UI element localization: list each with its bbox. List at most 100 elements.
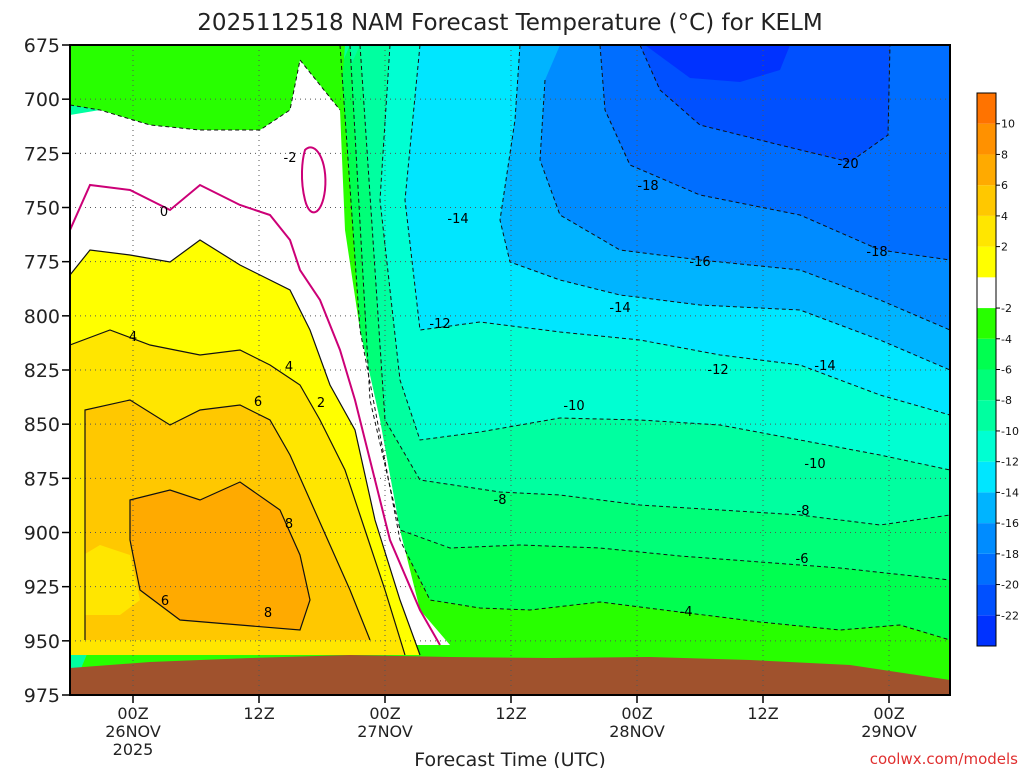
contour-label: 4 — [129, 330, 137, 345]
y-tick-label: 700 — [24, 89, 60, 111]
y-tick-label: 750 — [24, 198, 60, 220]
y-axis: 675 700 725 750 775 800 825 850 875 900 925 950 975 — [24, 35, 70, 707]
x-tick-label: 00Z — [873, 704, 904, 723]
contour-label: -10 — [563, 399, 584, 414]
contour-m2 — [70, 58, 341, 131]
chart-title: 2025112518 NAM Forecast Temperature (°C)… — [197, 10, 822, 36]
colorbar-swatch — [977, 369, 996, 401]
y-tick-label: 925 — [24, 577, 60, 599]
colorbar-swatch — [977, 584, 996, 616]
contour-m18 — [599, 45, 950, 261]
colorbar-swatch — [977, 492, 996, 524]
y-tick-label: 875 — [24, 468, 60, 490]
y-tick-label: 950 — [24, 631, 60, 653]
colorbar-label: 10 — [1001, 118, 1015, 131]
contour-label: -8 — [797, 504, 810, 519]
colorbar-swatch — [977, 615, 996, 646]
contour-label: -18 — [866, 245, 887, 260]
colorbar-swatch — [977, 308, 996, 339]
y-tick-label: 675 — [24, 35, 60, 57]
contour-m8 — [359, 45, 950, 526]
y-tick-label: 775 — [24, 252, 60, 274]
watermark: coolwx.com/models — [870, 750, 1018, 768]
contour-label: -10 — [804, 457, 825, 472]
y-tick-label: 900 — [24, 523, 60, 545]
zero-contour — [70, 183, 441, 646]
contour-8 — [129, 481, 311, 631]
contour-label: -14 — [814, 359, 835, 374]
colorbar-label: -12 — [1001, 456, 1019, 469]
colorbar-label: 8 — [1001, 148, 1008, 161]
plot-area: -20 -18 -18 -16 -14 -14 -14 -12 -12 -10 -10 -8 -8 -6 -… — [70, 45, 950, 695]
contour-label: -14 — [609, 301, 630, 316]
contour-label: 6 — [161, 594, 169, 609]
contour-label: 6 — [254, 395, 262, 410]
colorbar-swatch — [977, 277, 996, 309]
contour-m6 — [349, 45, 950, 581]
contour-m14 — [499, 45, 950, 371]
contour-label: 2 — [317, 396, 325, 411]
colorbar-label: -18 — [1001, 548, 1019, 561]
contour-label: -20 — [837, 157, 858, 172]
contour-m4 — [339, 45, 950, 641]
contour-label: 4 — [285, 360, 293, 375]
x-tick-label: 12Z — [243, 704, 274, 723]
y-tick-label: 975 — [24, 685, 60, 707]
colorbar-label: -10 — [1001, 425, 1019, 438]
y-tick-label: 725 — [24, 143, 60, 165]
x-tick-label: 12Z — [495, 704, 526, 723]
contour-lines — [70, 45, 950, 656]
contour-m16 — [539, 79, 950, 331]
colorbar-label: -2 — [1001, 302, 1012, 315]
x-tick-label: 00Z — [117, 704, 148, 723]
contour-label: -4 — [680, 605, 693, 620]
x-tick-date: 28NOV — [609, 722, 665, 741]
colorbar-swatch — [977, 523, 996, 554]
x-tick-date: 29NOV — [861, 722, 917, 741]
x-axis-label: Forecast Time (UTC) — [414, 749, 605, 768]
contour-label: -12 — [707, 363, 728, 378]
colorbar-swatch — [977, 154, 996, 186]
contour-label: -14 — [447, 212, 468, 227]
colorbar-label: 4 — [1001, 210, 1008, 223]
colorbar-swatch — [977, 400, 996, 431]
ground — [70, 655, 950, 695]
colorbar-label: -8 — [1001, 394, 1012, 407]
colorbar-swatch — [977, 553, 996, 585]
contour-label: 0 — [160, 205, 168, 220]
contour-label: 8 — [264, 606, 272, 621]
contour-label: -12 — [429, 317, 450, 332]
colorbar-swatch — [977, 215, 996, 247]
colorbar-swatch — [977, 430, 996, 462]
contour-m20 — [639, 45, 891, 163]
x-tick-label: 00Z — [369, 704, 400, 723]
zero-contour-loop — [301, 146, 327, 214]
band-6-8-left — [75, 545, 140, 615]
colorbar-swatch — [977, 338, 996, 370]
colorbar-label: -14 — [1001, 486, 1019, 499]
x-tick-date: 27NOV — [357, 722, 413, 741]
contour-m10 — [379, 45, 950, 471]
contour-4 — [70, 329, 406, 656]
contour-label: -16 — [689, 255, 710, 270]
y-tick-label: 825 — [24, 360, 60, 382]
colorbar-label: -6 — [1001, 364, 1012, 377]
colorbar-swatch — [977, 123, 996, 155]
colorbar-swatch — [977, 185, 996, 216]
band-m2-upper-left — [70, 45, 345, 130]
colorbar-label: -22 — [1001, 609, 1019, 622]
x-tick-year: 2025 — [113, 740, 154, 759]
contour-label: -18 — [637, 179, 658, 194]
colorbar-swatch — [977, 461, 996, 493]
contour-label: -8 — [494, 493, 507, 508]
colorbar-label: 2 — [1001, 241, 1008, 254]
colorbar-swatch — [977, 93, 996, 124]
band-8-10 — [130, 482, 310, 630]
y-tick-label: 800 — [24, 306, 60, 328]
x-tick-date: 26NOV — [105, 722, 161, 741]
contour-label: -6 — [796, 552, 809, 567]
